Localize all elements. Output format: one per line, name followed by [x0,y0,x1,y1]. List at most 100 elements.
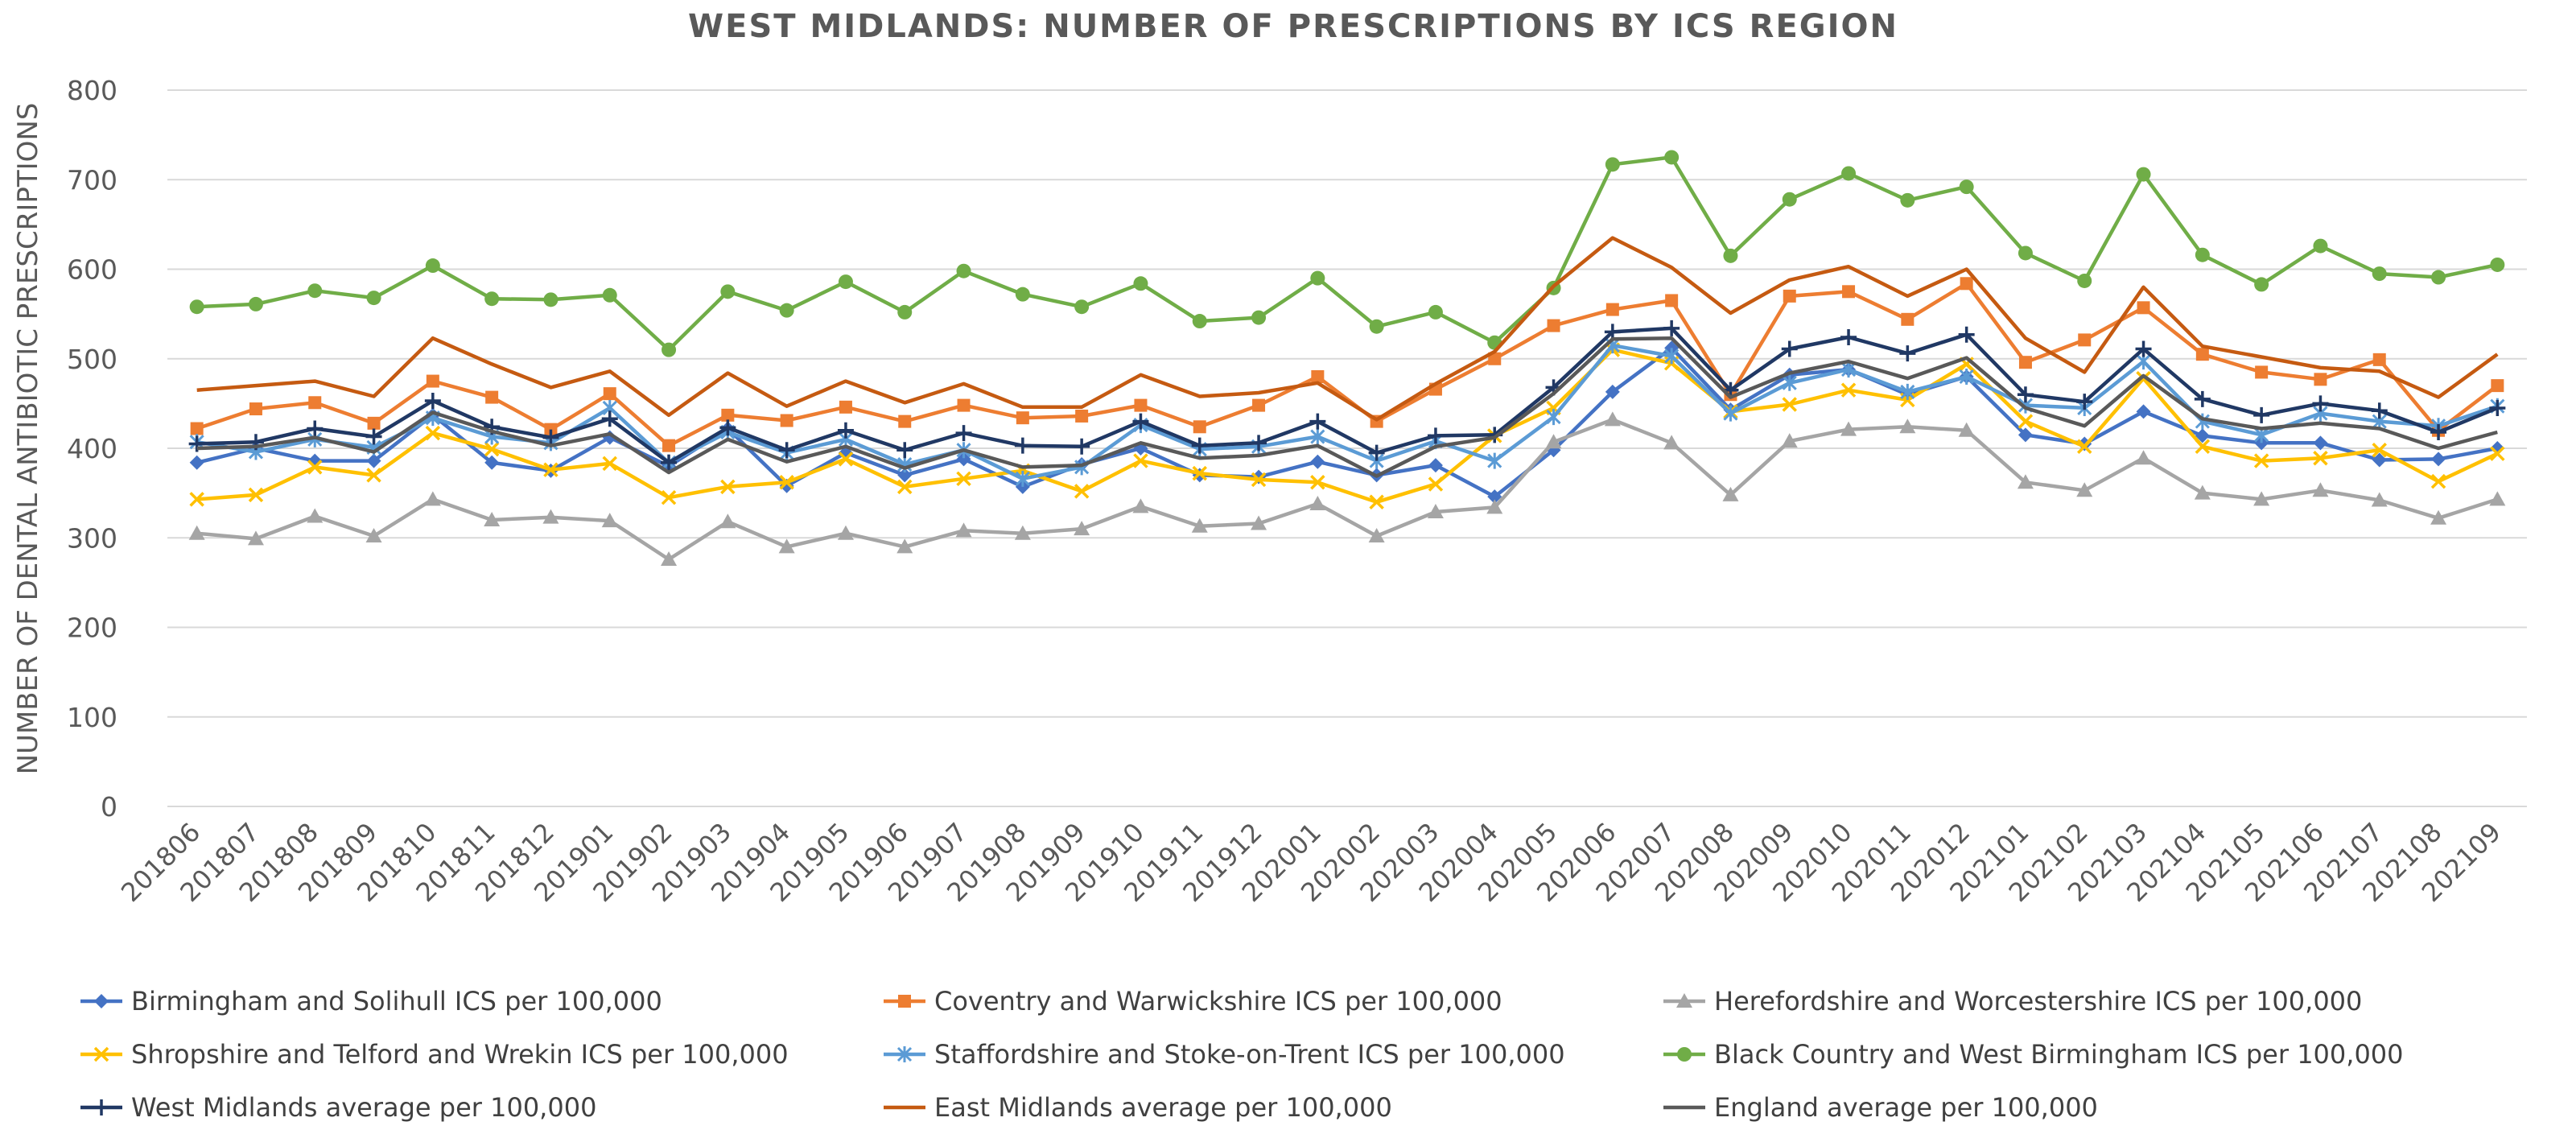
data-point [484,291,500,307]
data-point [426,374,439,388]
data-point [780,414,793,427]
legend-label: East Midlands average per 100,000 [934,1092,1392,1123]
data-point [2195,439,2211,455]
data-point [1840,421,1857,436]
data-point [1722,486,1739,501]
data-point [543,462,558,477]
data-point [2491,379,2504,393]
data-point [1899,419,1916,434]
data-point [1487,452,1502,469]
data-point [719,419,736,436]
series-line [196,282,2499,447]
data-point [1781,433,1798,448]
data-point [484,455,500,470]
data-point [955,425,972,442]
data-point [1369,494,1384,509]
data-point [484,512,501,526]
data-point [1782,397,1797,412]
series-line [196,236,2499,422]
series-2 [190,277,2504,452]
data-point [1663,435,1680,450]
data-point [896,1046,913,1062]
data-point [366,468,381,483]
data-point [424,491,441,506]
series-4 [189,342,2505,509]
data-point [2313,450,2328,466]
data-point [1251,435,1267,452]
data-point [1841,166,1857,181]
data-point [2076,394,2093,410]
data-point [2136,404,2151,419]
data-point [2135,340,2152,357]
data-point [248,487,264,503]
data-point [2253,491,2270,506]
series-line [196,343,2499,481]
data-point [1428,476,1444,492]
data-point [896,538,913,554]
data-point [2490,446,2505,461]
data-point [1369,319,1384,334]
data-point [1723,248,1738,263]
data-point [366,291,381,306]
data-point [1252,398,1266,412]
data-point [93,1099,109,1115]
data-point [1899,345,1916,362]
data-point [897,468,913,483]
data-point [1428,458,1443,473]
data-point [957,398,971,412]
data-point [1074,484,1090,499]
data-point [2430,423,2447,440]
data-point [1428,304,1443,320]
data-point [1311,370,1325,383]
data-point [1427,503,1444,518]
data-point [1604,324,1621,340]
data-point [425,425,441,441]
data-point [2077,439,2092,455]
data-point [1958,326,1975,343]
legend-item: Staffordshire and Stoke-on-Trent ICS per… [884,1039,1565,1070]
data-point [1368,528,1385,543]
data-point [2194,485,2211,500]
data-point [1074,521,1090,536]
data-point [365,428,382,445]
data-point [955,522,972,538]
data-point [602,456,617,472]
data-point [1487,489,1502,505]
data-point [1368,444,1385,461]
data-point [307,283,323,299]
y-tick-label: 300 [67,522,117,554]
data-point [1546,409,1561,426]
data-point [1960,277,1973,291]
data-point [1677,1047,1692,1062]
series-6 [189,150,2505,357]
data-point [897,479,913,495]
data-point [1251,515,1267,530]
data-point [1959,179,1974,195]
data-point [1193,420,1206,434]
data-point [898,995,911,1008]
data-point [1251,310,1267,325]
data-point [2371,402,2388,419]
data-point [661,551,678,566]
series-line [196,348,2499,505]
y-tick-label: 100 [67,702,117,733]
series-9 [196,336,2498,478]
data-point [2313,435,2328,451]
data-point [721,408,735,422]
data-point [2253,406,2270,423]
data-point [1191,437,1208,454]
legend-item: England average per 100,000 [1663,1092,2098,1123]
data-point [1782,374,1797,391]
data-point [2371,492,2388,507]
data-point [1781,340,1798,357]
data-point [1309,413,1326,430]
data-point [366,453,381,468]
data-point [2195,348,2209,361]
data-point [778,442,795,459]
legend-label: Black Country and West Birmingham ICS pe… [1714,1039,2404,1070]
data-point [188,525,205,540]
data-point [1191,518,1208,533]
data-point [956,471,971,487]
data-point [1016,411,1029,425]
data-point [189,492,204,507]
